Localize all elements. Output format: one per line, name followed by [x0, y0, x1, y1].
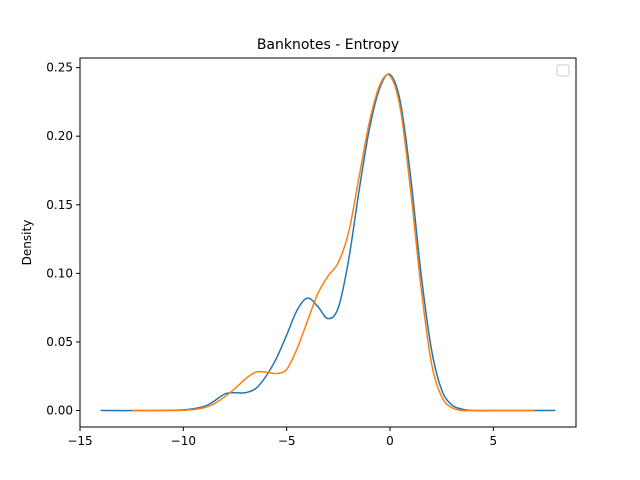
x-tick-label: −10 — [171, 434, 196, 448]
plot-frame — [79, 57, 577, 428]
x-tick-label: −15 — [67, 434, 92, 448]
y-axis-label: Density — [20, 220, 34, 266]
series-layer — [100, 73, 556, 412]
x-tick-label: −5 — [278, 434, 296, 448]
chart-title: Banknotes - Entropy — [257, 37, 399, 53]
series-line-2 — [131, 73, 535, 412]
y-tick-label: 0.05 — [46, 335, 73, 349]
y-tick-label: 0.10 — [46, 266, 73, 280]
y-tick-label: 0.15 — [46, 198, 73, 212]
y-tick-label: 0.20 — [46, 129, 73, 143]
x-tick-label: 5 — [490, 434, 498, 448]
y-axis-ticks: 0.00 0.05 0.10 0.15 0.20 0.25 — [46, 61, 80, 418]
plot-area — [80, 58, 576, 427]
y-tick-label: 0.00 — [46, 404, 73, 418]
x-tick-label: 0 — [386, 434, 394, 448]
y-tick-label: 0.25 — [46, 61, 73, 75]
x-axis-ticks: −15 −10 −5 0 5 — [67, 427, 497, 448]
legend-box — [556, 64, 570, 77]
